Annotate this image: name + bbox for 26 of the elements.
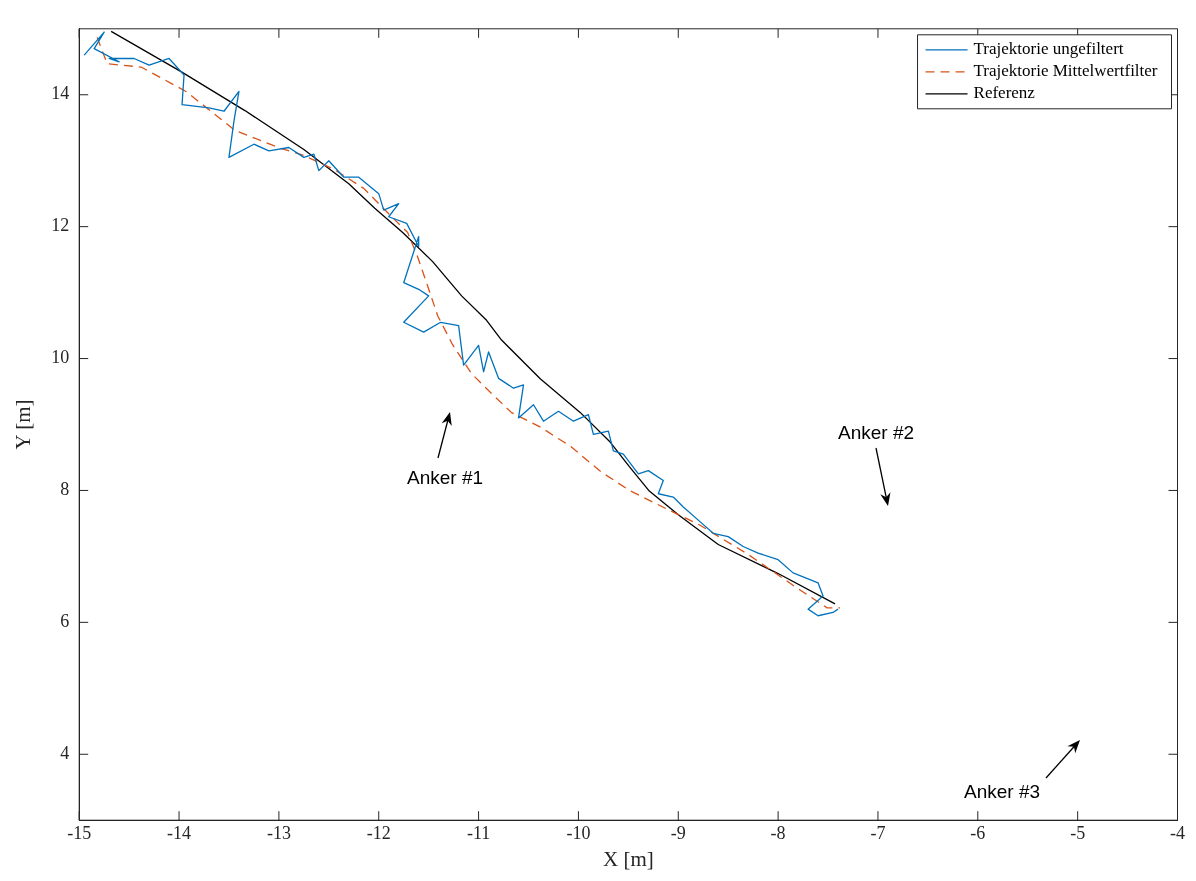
x-tick-label: -13 xyxy=(266,822,291,843)
annotation: Anker #1 xyxy=(406,467,484,489)
y-tick-label: 12 xyxy=(51,215,70,236)
x-tick-label: -10 xyxy=(566,822,591,843)
x-tick-label: -6 xyxy=(970,822,986,843)
x-tick-label: -11 xyxy=(466,822,491,843)
x-tick-label: -8 xyxy=(770,822,786,843)
y-tick-label: 10 xyxy=(51,347,70,368)
legend-label: Trajektorie Mittelwertfilter xyxy=(973,61,1158,81)
annotation: Anker #2 xyxy=(837,422,915,444)
y-tick-label: 14 xyxy=(51,83,70,104)
x-tick-label: -7 xyxy=(870,822,886,843)
y-axis-title: Y [m] xyxy=(11,399,36,450)
x-tick-label: -14 xyxy=(167,822,192,843)
y-tick-label: 6 xyxy=(60,611,70,632)
legend-label: Trajektorie ungefiltert xyxy=(973,39,1124,59)
annotation: Anker #3 xyxy=(963,781,1041,803)
y-tick-label: 8 xyxy=(60,479,70,500)
x-tick-label: -9 xyxy=(670,822,686,843)
x-tick-label: -5 xyxy=(1070,822,1086,843)
legend-label: Referenz xyxy=(973,83,1036,103)
x-tick-label: -12 xyxy=(366,822,391,843)
x-tick-label: -15 xyxy=(67,822,92,843)
x-tick-label: -4 xyxy=(1170,822,1185,843)
y-tick-label: 4 xyxy=(60,742,70,763)
x-axis-title: X [m] xyxy=(602,846,654,871)
